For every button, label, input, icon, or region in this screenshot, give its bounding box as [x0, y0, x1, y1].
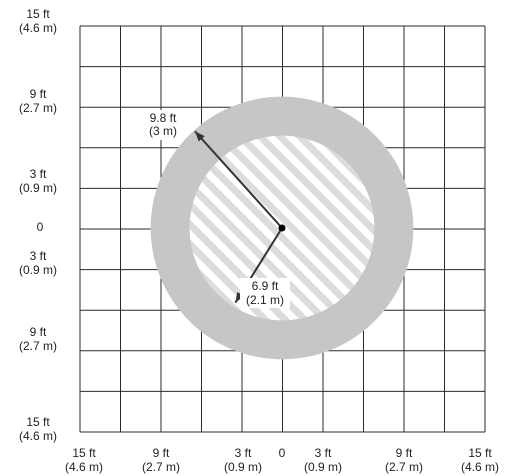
outer-radius-arrowhead — [195, 131, 205, 142]
y-label-3ft-up: 3 ft — [30, 167, 47, 181]
outer-radius-label: 9.8 ft (3 m) — [145, 110, 181, 140]
y-label-bottom-m: (4.6 m) — [19, 429, 57, 443]
outer-radius-m: (3 m) — [149, 124, 177, 138]
y-label-9ft-down: 9 ft — [30, 325, 47, 339]
x-label-9ft-left-m: (2.7 m) — [142, 460, 180, 474]
inner-radius-m: (2.1 m) — [246, 293, 284, 307]
x-label-left-m: (4.6 m) — [65, 460, 103, 474]
x-axis-labels: 15 ft (4.6 m) 9 ft (2.7 m) 3 ft (0.9 m) … — [65, 446, 499, 474]
y-label-9ft-up-m: (2.7 m) — [19, 101, 57, 115]
x-label-9ft-right-m: (2.7 m) — [385, 460, 423, 474]
x-label-zero: 0 — [279, 446, 286, 460]
x-label-9ft-right: 9 ft — [396, 446, 413, 460]
outer-radius-arrow — [194, 130, 283, 229]
inner-radius-label: 6.9 ft (2.1 m) — [240, 278, 290, 308]
x-label-right-m: (4.6 m) — [461, 460, 499, 474]
x-label-3ft-left-m: (0.9 m) — [224, 460, 262, 474]
center-point — [278, 224, 286, 232]
x-label-3ft-left: 3 ft — [235, 446, 252, 460]
x-label-3ft-right-m: (0.9 m) — [304, 460, 342, 474]
y-axis-labels: 15 ft (4.6 m) 9 ft (2.7 m) 3 ft (0.9 m) … — [19, 7, 57, 443]
y-label-bottom-ft: 15 ft — [26, 415, 50, 429]
x-label-9ft-left: 9 ft — [153, 446, 170, 460]
x-label-3ft-right: 3 ft — [315, 446, 332, 460]
y-label-top-ft: 15 ft — [26, 7, 50, 21]
y-label-9ft-down-m: (2.7 m) — [19, 339, 57, 353]
outer-radius-ft: 9.8 ft — [150, 111, 177, 125]
y-label-9ft-up: 9 ft — [30, 87, 47, 101]
y-label-top-m: (4.6 m) — [19, 21, 57, 35]
inner-radius-ft: 6.9 ft — [252, 279, 279, 293]
x-label-right-ft: 15 ft — [468, 446, 492, 460]
inner-radius-arrowhead — [235, 292, 245, 303]
x-label-left-ft: 15 ft — [72, 446, 96, 460]
y-label-zero: 0 — [37, 220, 44, 234]
y-label-3ft-down: 3 ft — [30, 249, 47, 263]
y-label-3ft-down-m: (0.9 m) — [19, 263, 57, 277]
y-label-3ft-up-m: (0.9 m) — [19, 181, 57, 195]
